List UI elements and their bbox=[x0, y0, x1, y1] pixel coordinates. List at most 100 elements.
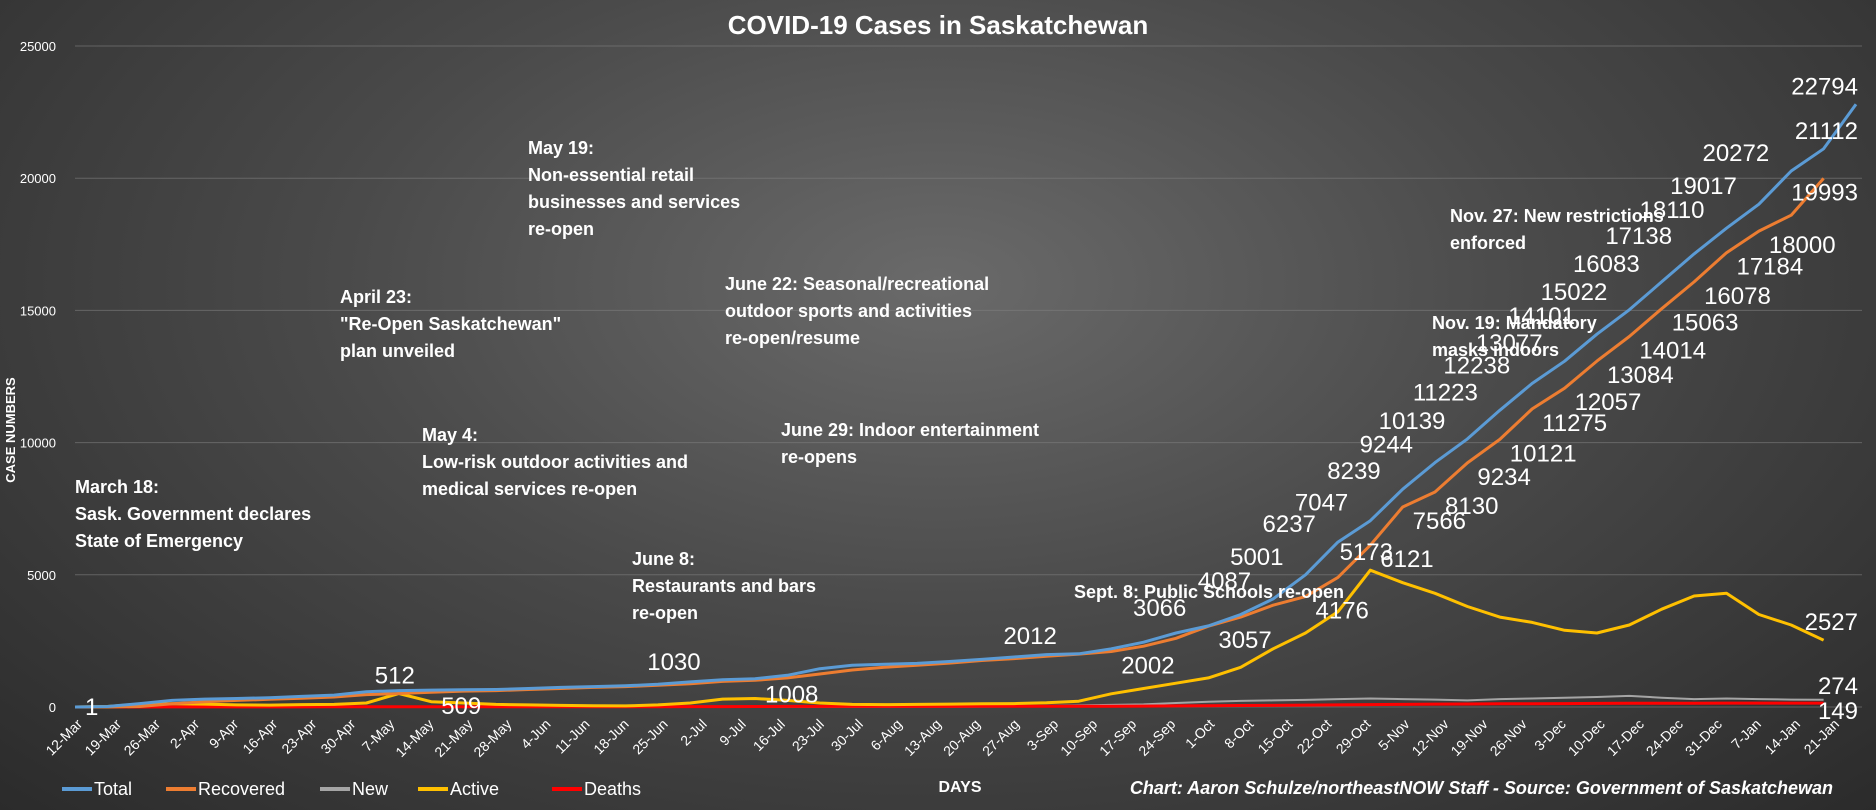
x-tick-label: 13-Aug bbox=[901, 716, 944, 759]
x-tick-label: 18-Jun bbox=[590, 716, 632, 758]
annotation-line: businesses and services bbox=[528, 192, 740, 212]
legend-label-new: New bbox=[352, 779, 389, 799]
data-label: 14101 bbox=[1508, 303, 1575, 330]
annotation-line: Sask. Government declares bbox=[75, 504, 311, 524]
data-label: 2002 bbox=[1121, 652, 1174, 679]
data-label: 1008 bbox=[765, 681, 818, 708]
annotation-line: re-open/resume bbox=[725, 328, 860, 348]
data-label: 16083 bbox=[1573, 251, 1640, 278]
annotation-line: May 19: bbox=[528, 138, 594, 158]
x-tick-label: 23-Apr bbox=[278, 716, 319, 757]
x-tick-label: 9-Jul bbox=[716, 716, 749, 749]
y-tick-label: 20000 bbox=[20, 171, 56, 186]
x-tick-label: 14-May bbox=[392, 716, 436, 760]
data-label: 274 bbox=[1818, 673, 1858, 700]
x-tick-label: 27-Aug bbox=[979, 716, 1022, 759]
x-tick-label: 3-Dec bbox=[1531, 716, 1569, 754]
data-label: 3057 bbox=[1218, 627, 1271, 654]
annotation-line: enforced bbox=[1450, 233, 1526, 253]
data-label: 6121 bbox=[1380, 546, 1433, 573]
data-label: 17184 bbox=[1736, 254, 1803, 281]
series-line-recovered bbox=[75, 177, 1825, 709]
x-tick-label: 14-Jan bbox=[1761, 716, 1803, 758]
data-label: 4087 bbox=[1198, 568, 1251, 595]
y-tick-label: 5000 bbox=[27, 568, 56, 583]
series-line-total bbox=[74, 103, 1858, 709]
annotation-line: outdoor sports and activities bbox=[725, 301, 972, 321]
x-tick-label: 31-Dec bbox=[1682, 716, 1725, 759]
x-tick-label: 25-Jun bbox=[629, 716, 671, 758]
x-tick-label: 11-Jun bbox=[552, 716, 593, 757]
x-tick-label: 26-Nov bbox=[1487, 716, 1530, 759]
x-tick-label: 15-Oct bbox=[1254, 716, 1295, 757]
legend: Total Recovered New Active Deaths bbox=[62, 779, 641, 799]
x-tick-label: 10-Sep bbox=[1057, 716, 1100, 759]
annotation-line: re-open bbox=[632, 603, 698, 623]
data-label: 1 bbox=[85, 694, 98, 721]
data-label: 11275 bbox=[1542, 410, 1607, 437]
y-tick-label: 25000 bbox=[20, 39, 56, 54]
data-label: 20272 bbox=[1702, 140, 1769, 167]
data-label: 17138 bbox=[1605, 223, 1672, 250]
annotation-line: masks indoors bbox=[1432, 340, 1559, 360]
data-label: 8130 bbox=[1445, 493, 1498, 520]
legend-label-active: Active bbox=[450, 779, 499, 799]
data-label: 512 bbox=[375, 662, 415, 689]
x-tick-label: 3-Sep bbox=[1024, 716, 1062, 754]
x-tick-label: 16-Jul bbox=[750, 716, 788, 754]
data-label: 13077 bbox=[1476, 330, 1543, 357]
annotation-line: re-opens bbox=[781, 447, 857, 467]
series-lines bbox=[74, 103, 1858, 709]
x-tick-label: 1-Oct bbox=[1182, 716, 1218, 752]
x-tick-label: 19-Mar bbox=[81, 716, 124, 759]
series-line-deaths bbox=[75, 701, 1824, 709]
data-label: 7047 bbox=[1295, 490, 1348, 517]
annotation-line: plan unveiled bbox=[340, 341, 455, 361]
annotation-line: March 18: bbox=[75, 477, 159, 497]
x-tick-label: 2-Apr bbox=[167, 716, 203, 752]
data-label: 8239 bbox=[1327, 458, 1380, 485]
x-tick-label: 28-May bbox=[470, 716, 514, 760]
data-label: 6237 bbox=[1263, 511, 1316, 538]
gridlines bbox=[75, 45, 1862, 708]
x-tick-label: 12-Nov bbox=[1408, 716, 1451, 759]
data-label: 12057 bbox=[1575, 389, 1642, 416]
data-label: 12238 bbox=[1443, 352, 1510, 379]
data-label: 509 bbox=[441, 693, 481, 720]
x-tick-label: 17-Sep bbox=[1096, 716, 1139, 759]
y-tick-label: 0 bbox=[49, 700, 56, 715]
x-tick-label: 24-Sep bbox=[1135, 716, 1178, 759]
x-tick-label: 21-May bbox=[431, 716, 475, 760]
annotation-line: June 22: Seasonal/recreational bbox=[725, 274, 989, 294]
data-label: 1030 bbox=[647, 649, 700, 676]
x-tick-label: 5-Nov bbox=[1375, 716, 1413, 754]
legend-label-total: Total bbox=[94, 779, 132, 799]
data-label: 5173 bbox=[1340, 539, 1393, 566]
data-label: 16078 bbox=[1704, 283, 1771, 310]
y-axis-label: CASE NUMBERS bbox=[3, 377, 18, 483]
data-label: 9244 bbox=[1360, 432, 1413, 459]
annotation-line: Sept. 8: Public Schools re-open bbox=[1074, 582, 1344, 602]
data-label: 5001 bbox=[1230, 544, 1283, 571]
data-label: 18110 bbox=[1640, 197, 1705, 224]
annotation-line: "Re-Open Saskatchewan" bbox=[340, 314, 561, 334]
x-tick-label: 2-Jul bbox=[677, 716, 710, 749]
annotation-line: April 23: bbox=[340, 287, 412, 307]
x-tick-label: 30-Apr bbox=[317, 716, 358, 757]
data-label: 10121 bbox=[1510, 440, 1577, 467]
annotation-line: Nov. 27: New restrictions bbox=[1450, 206, 1664, 226]
annotation-line: State of Emergency bbox=[75, 531, 243, 551]
x-axis-label: DAYS bbox=[939, 779, 982, 796]
data-label: 3066 bbox=[1133, 595, 1186, 622]
data-label: 11223 bbox=[1413, 379, 1478, 406]
x-tick-label: 29-Oct bbox=[1333, 716, 1374, 757]
data-label: 10139 bbox=[1379, 408, 1446, 435]
x-tick-label: 20-Aug bbox=[940, 716, 983, 759]
annotation-line: Low-risk outdoor activities and bbox=[422, 452, 688, 472]
x-tick-label: 23-Jul bbox=[789, 716, 827, 754]
chart-title: COVID-19 Cases in Saskatchewan bbox=[728, 10, 1149, 40]
x-tick-label: 17-Dec bbox=[1604, 716, 1647, 759]
annotation-line: Nov. 19: Mandatory bbox=[1432, 313, 1597, 333]
x-tick-label: 19-Nov bbox=[1447, 716, 1490, 759]
